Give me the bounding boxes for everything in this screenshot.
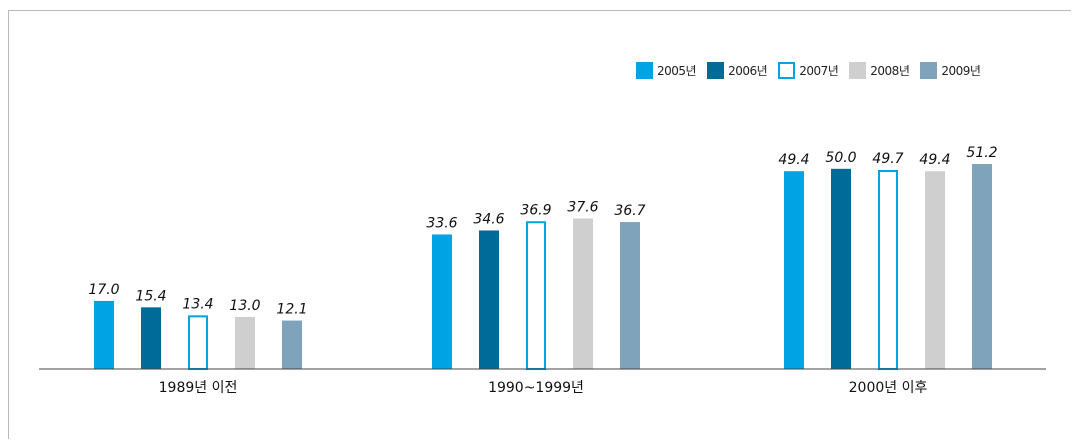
data-label-2006년-2000년 이후: 50.0 <box>825 150 856 166</box>
category-label-2: 2000년 이후 <box>849 380 928 396</box>
bar-2006년-2000년 이후 <box>831 168 851 369</box>
labels-layer: 17.0 15.4 13.4 13.0 12.1 1989년 이전 33.6 34.6 36.9… <box>88 145 997 396</box>
data-label-2009년-1990~1999년: 36.7 <box>614 203 645 219</box>
bar-2006년-1990~1999년 <box>479 230 499 369</box>
legend-swatch-2007 <box>778 61 796 79</box>
legend-item-2005: 2005년 <box>636 61 697 79</box>
data-label-2005년-1989년 이전: 17.0 <box>88 282 119 298</box>
data-label-2007년-1989년 이전: 13.4 <box>182 296 213 312</box>
bar-2009년-1990~1999년 <box>620 222 640 369</box>
data-label-2008년-2000년 이후: 49.4 <box>919 152 950 168</box>
category-label-0: 1989년 이전 <box>159 380 238 396</box>
bar-2009년-1989년 이전 <box>282 320 302 369</box>
legend-swatch-2008 <box>849 61 867 79</box>
legend: 2005년 2006년 2007년 2008년 2009년 <box>636 61 991 79</box>
bar-2009년-2000년 이후 <box>972 164 992 369</box>
category-label-1: 1990~1999년 <box>488 380 584 396</box>
legend-item-2008: 2008년 <box>849 61 910 79</box>
bar-2007년-2000년 이후 <box>878 170 898 370</box>
bar-2008년-1990~1999년 <box>573 218 593 369</box>
data-label-2006년-1990~1999년: 34.6 <box>473 211 504 227</box>
data-label-2005년-1990~1999년: 33.6 <box>426 215 457 231</box>
bars-layer <box>94 164 992 370</box>
legend-item-2009: 2009년 <box>920 61 981 79</box>
bar-2008년-1989년 이전 <box>235 316 255 369</box>
legend-item-2007: 2007년 <box>778 61 839 79</box>
chart-frame <box>8 10 1071 439</box>
legend-label-2009: 2009년 <box>941 63 981 78</box>
data-label-2008년-1989년 이전: 13.0 <box>229 298 260 314</box>
bar-2006년-1989년 이전 <box>141 307 161 369</box>
legend-label-2007: 2007년 <box>799 63 839 78</box>
legend-swatch-2009 <box>920 61 938 79</box>
bar-2005년-2000년 이후 <box>784 171 804 369</box>
bar-2005년-1990~1999년 <box>432 234 452 369</box>
legend-swatch-2005 <box>636 61 653 79</box>
legend-label-2008: 2008년 <box>870 63 910 78</box>
data-label-2007년-1990~1999년: 36.9 <box>520 202 551 218</box>
data-label-2009년-2000년 이후: 51.2 <box>966 145 997 161</box>
bar-2008년-2000년 이후 <box>925 171 945 369</box>
bar-2005년-1989년 이전 <box>94 300 114 369</box>
data-label-2009년-1989년 이전: 12.1 <box>276 302 307 318</box>
data-label-2008년-1990~1999년: 37.6 <box>567 199 598 215</box>
data-label-2005년-2000년 이후: 49.4 <box>778 152 809 168</box>
data-label-2006년-1989년 이전: 15.4 <box>135 288 166 304</box>
legend-label-2006: 2006년 <box>728 63 768 78</box>
bar-2007년-1989년 이전 <box>188 315 208 370</box>
legend-item-2006: 2006년 <box>707 61 768 79</box>
data-label-2007년-2000년 이후: 49.7 <box>872 151 903 167</box>
bar-2007년-1990~1999년 <box>526 221 546 370</box>
legend-label-2005: 2005년 <box>657 63 697 78</box>
legend-swatch-2006 <box>707 61 725 79</box>
